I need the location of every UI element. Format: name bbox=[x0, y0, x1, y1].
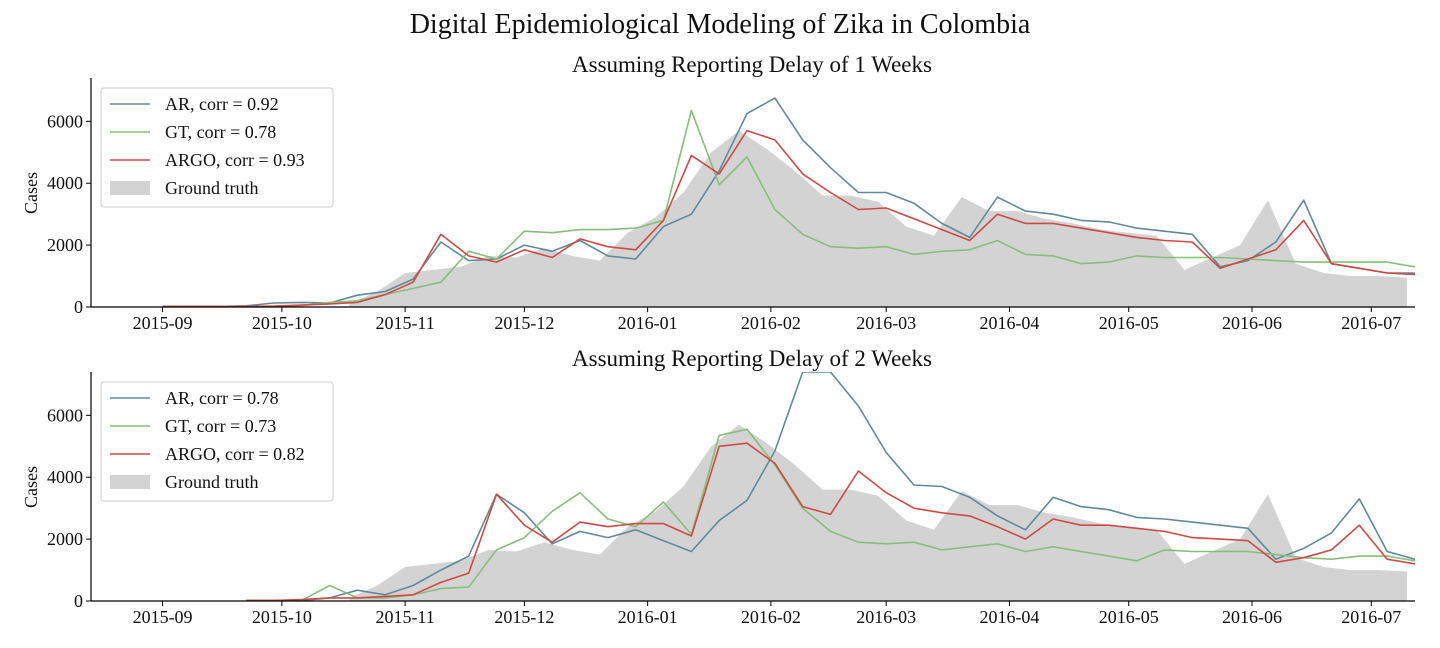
y-tick-label: 4000 bbox=[47, 173, 83, 193]
series-line-argo bbox=[246, 442, 1415, 601]
chart-panel-delay-1: Assuming Reporting Delay of 1 Weeks Case… bbox=[21, 52, 1415, 333]
x-tick-label: 2016-07 bbox=[1341, 607, 1401, 627]
legend-label: GT, corr = 0.73 bbox=[165, 416, 276, 436]
legend-label: ARGO, corr = 0.93 bbox=[165, 150, 305, 170]
series-line-gt bbox=[246, 428, 1415, 601]
y-axis-label: Cases bbox=[21, 172, 41, 214]
x-tick-label: 2015-09 bbox=[133, 313, 193, 333]
panel-title: Assuming Reporting Delay of 1 Weeks bbox=[572, 52, 932, 77]
x-tick-label: 2015-09 bbox=[133, 607, 193, 627]
legend-label: Ground truth bbox=[165, 178, 259, 198]
x-tick-label: 2015-11 bbox=[375, 607, 434, 627]
ground-truth-area bbox=[349, 130, 1407, 307]
y-tick-label: 0 bbox=[74, 591, 83, 611]
y-tick-label: 2000 bbox=[47, 529, 83, 549]
legend-label: GT, corr = 0.78 bbox=[165, 122, 276, 142]
x-tick-label: 2016-05 bbox=[1099, 313, 1159, 333]
legend-frame bbox=[100, 381, 334, 502]
legend: AR, corr = 0.92 GT, corr = 0.78 ARGO, corr… bbox=[100, 87, 334, 208]
x-tick-label: 2015-10 bbox=[252, 607, 312, 627]
legend-frame bbox=[100, 87, 334, 208]
legend-label: Ground truth bbox=[165, 472, 259, 492]
x-tick-label: 2016-05 bbox=[1099, 607, 1159, 627]
y-tick-label: 6000 bbox=[47, 111, 83, 131]
y-tick-label: 4000 bbox=[47, 467, 83, 487]
chart-panel-delay-2: Assuming Reporting Delay of 2 Weeks Case… bbox=[21, 346, 1415, 627]
series-line-ar bbox=[162, 97, 1415, 307]
x-tick-label: 2016-03 bbox=[856, 607, 916, 627]
panel-title: Assuming Reporting Delay of 2 Weeks bbox=[572, 346, 932, 371]
legend-swatch-ground-truth bbox=[110, 181, 150, 195]
x-tick-label: 2015-10 bbox=[252, 313, 312, 333]
x-tick-label: 2016-06 bbox=[1222, 313, 1282, 333]
y-axis-label: Cases bbox=[21, 466, 41, 508]
y-tick-label: 2000 bbox=[47, 235, 83, 255]
series-line-ar bbox=[246, 372, 1415, 601]
x-tick-label: 2016-07 bbox=[1341, 313, 1401, 333]
legend-label: AR, corr = 0.92 bbox=[165, 94, 279, 114]
y-tick-label: 6000 bbox=[47, 405, 83, 425]
x-tick-label: 2015-12 bbox=[494, 607, 554, 627]
y-tick-label: 0 bbox=[74, 297, 83, 317]
plot-area bbox=[162, 97, 1415, 307]
x-tick-label: 2016-02 bbox=[741, 607, 801, 627]
x-tick-label: 2016-04 bbox=[979, 313, 1039, 333]
x-tick-label: 2015-11 bbox=[375, 313, 434, 333]
ground-truth-area bbox=[349, 424, 1407, 601]
x-tick-label: 2016-02 bbox=[741, 313, 801, 333]
figure-title: Digital Epidemiological Modeling of Zika… bbox=[410, 9, 1031, 40]
x-tick-label: 2016-06 bbox=[1222, 607, 1282, 627]
legend: AR, corr = 0.78 GT, corr = 0.73 ARGO, corr… bbox=[100, 381, 334, 502]
x-tick-label: 2016-01 bbox=[618, 313, 678, 333]
x-tick-label: 2016-01 bbox=[618, 607, 678, 627]
legend-label: AR, corr = 0.78 bbox=[165, 388, 279, 408]
plot-area bbox=[246, 372, 1415, 601]
legend-label: ARGO, corr = 0.82 bbox=[165, 444, 305, 464]
x-tick-label: 2016-03 bbox=[856, 313, 916, 333]
x-tick-label: 2016-04 bbox=[979, 607, 1039, 627]
legend-swatch-ground-truth bbox=[110, 475, 150, 489]
x-tick-label: 2015-12 bbox=[494, 313, 554, 333]
series-line-argo bbox=[162, 129, 1415, 307]
